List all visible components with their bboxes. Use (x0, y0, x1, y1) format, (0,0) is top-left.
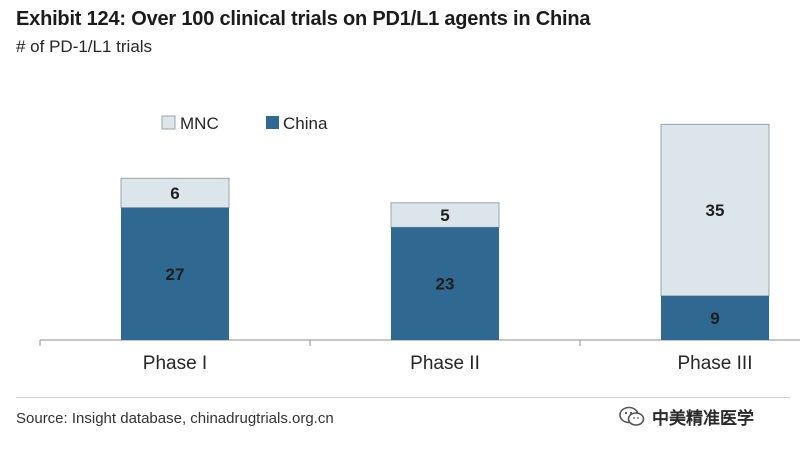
footer-divider (16, 397, 790, 398)
plot-area: 6 27 Phase I 5 23 Phase II 35 9 Phase III (39, 123, 800, 374)
bar-mnc-1 (120, 177, 230, 209)
data-label-mnc-2: 5 (440, 206, 449, 225)
legend-swatch-china (266, 116, 279, 129)
x-tick-label-3: Phase III (678, 353, 753, 374)
bar-china-1 (121, 207, 229, 340)
bar-chart: MNC China 6 27 Phase I 5 23 Phase II 35 9 Phase … (39, 114, 800, 374)
chart-title: Exhibit 124: Over 100 clinical trials on… (16, 8, 591, 30)
data-label-mnc-3: 35 (706, 201, 725, 220)
x-tick-label-2: Phase II (410, 353, 480, 374)
data-label-china-3: 9 (710, 309, 719, 328)
source-note: Source: Insight database, chinadrugtrial… (16, 410, 334, 427)
wechat-icon (619, 406, 645, 426)
legend-label-china: China (283, 114, 328, 133)
legend-label-mnc: MNC (180, 114, 219, 133)
data-label-mnc-1: 6 (170, 184, 179, 203)
legend: MNC China (161, 114, 328, 133)
bar-mnc-2 (390, 202, 500, 228)
bar-china-3 (661, 295, 769, 340)
data-label-china-1: 27 (166, 265, 185, 284)
x-tick-label-1: Phase I (143, 353, 207, 374)
bar-china-2 (391, 227, 499, 340)
legend-swatch-mnc (161, 115, 176, 130)
watermark-text: 中美精准医学 (652, 409, 754, 428)
watermark: 中美精准医学 (618, 404, 754, 429)
chart-subtitle: # of PD-1/L1 trials (16, 37, 153, 56)
data-label-china-2: 23 (436, 275, 455, 294)
